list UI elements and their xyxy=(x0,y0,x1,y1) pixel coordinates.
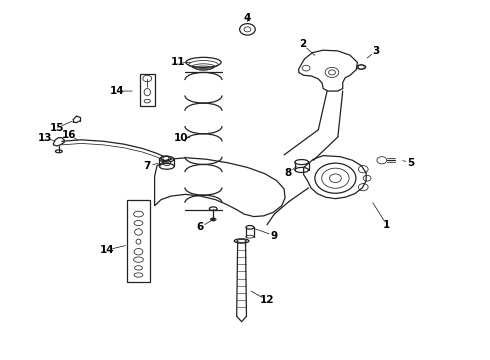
Circle shape xyxy=(211,218,215,221)
Text: 14: 14 xyxy=(100,245,115,255)
Text: 15: 15 xyxy=(49,123,64,133)
FancyBboxPatch shape xyxy=(140,74,155,107)
Text: 2: 2 xyxy=(299,40,306,49)
Text: 11: 11 xyxy=(171,57,185,67)
Text: 10: 10 xyxy=(174,133,189,143)
Text: 1: 1 xyxy=(383,220,391,230)
Text: 4: 4 xyxy=(244,13,251,23)
Text: 9: 9 xyxy=(271,231,278,240)
Text: 13: 13 xyxy=(37,133,52,143)
Text: 16: 16 xyxy=(62,130,76,140)
Text: 14: 14 xyxy=(110,86,124,96)
Text: 7: 7 xyxy=(144,161,151,171)
Text: 8: 8 xyxy=(284,168,292,178)
Text: 6: 6 xyxy=(196,222,204,232)
FancyBboxPatch shape xyxy=(127,200,150,282)
Text: 3: 3 xyxy=(372,46,380,56)
Text: 12: 12 xyxy=(260,295,274,305)
Text: 5: 5 xyxy=(408,158,415,168)
